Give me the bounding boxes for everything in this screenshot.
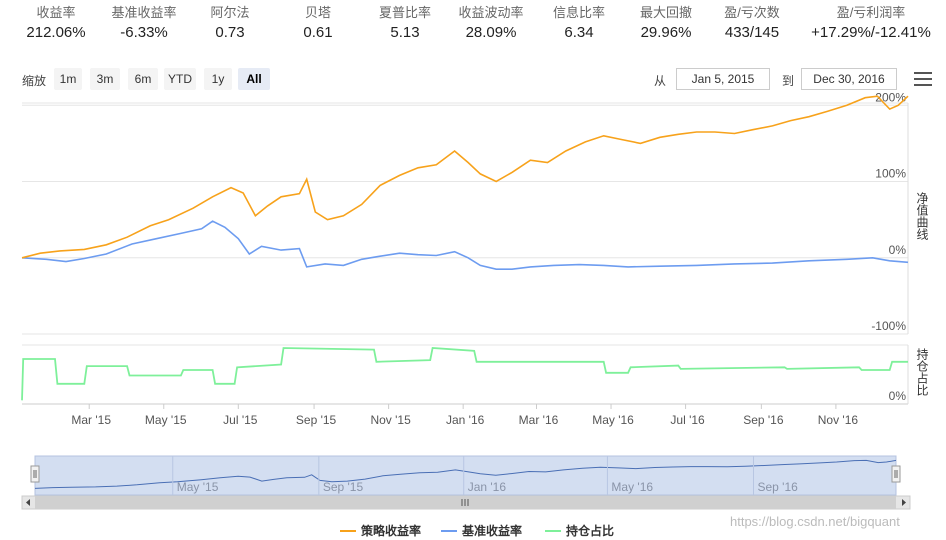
stats-bar: 收益率 212.06% 基准收益率 -6.33% 阿尔法 0.73 贝塔 0.61 夏普比率 5.… [0,0,946,48]
legend-item-benchmark[interactable]: 基准收益率 [441,522,522,539]
stat-5: 收益波动率 28.09% [431,4,551,43]
x-tick-label: May '15 [145,413,187,427]
stat-value: -6.33% [120,24,168,41]
zoom-label: 缩放 [22,74,47,88]
legend-item-position[interactable]: 持仓占比 [545,522,614,539]
stat-value: 212.06% [26,24,86,41]
x-tick-label: Jul '16 [670,413,705,427]
y-tick-label: 100% [875,167,906,181]
y-tick-label: 0% [889,243,907,257]
stat-value: 6.34 [564,24,594,41]
zoom-all-button[interactable]: All [238,68,270,90]
position-axis-title: 持仓占比 [915,347,929,397]
legend-swatch-benchmark [441,529,457,532]
stat-value: 29.96% [640,24,692,41]
scroll-right-arrow[interactable] [902,499,906,506]
navigator-tick-label: Jan '16 [468,480,507,494]
stat-value: 28.09% [465,24,517,41]
legend-swatch-strategy [340,529,356,532]
legend: 策略收益率 基准收益率 持仓占比 [0,522,946,540]
stat-label: 盈/亏利润率 [836,5,906,20]
stat-label: 阿尔法 [210,5,250,20]
x-tick-label: Nov '15 [370,413,411,427]
navigator-right-handle[interactable] [891,465,901,483]
stat-4: 夏普比率 5.13 [345,4,465,43]
stat-7: 最大回撤 29.96% [606,4,726,43]
y-tick-label: -100% [871,319,906,333]
stat-value: 0.61 [303,24,333,41]
stat-8: 盈/亏次数 433/145 [692,4,812,43]
stat-0: 收益率 212.06% [0,4,116,43]
stat-label: 最大回撤 [639,5,692,20]
stat-label: 收益率 [36,5,76,20]
stat-label: 盈/亏次数 [724,5,780,20]
stat-value: 5.13 [390,24,420,41]
y-tick-label: 200% [875,90,906,104]
stat-label: 夏普比率 [378,5,431,20]
zoom-3m-button[interactable]: 3m [90,68,120,90]
to-date-input[interactable]: Dec 30, 2016 [801,68,897,90]
navigator-left-handle[interactable] [30,465,40,483]
stat-2: 阿尔法 0.73 [170,4,290,43]
range-toolbar: 缩放 1m 3m 6m YTD 1y All 从 Jan 5, 2015 到 D… [0,66,946,92]
stat-value: +17.29%/-12.41% [811,24,931,41]
x-tick-label: Mar '16 [519,413,559,427]
legend-label-strategy: 策略收益率 [361,524,422,538]
x-tick-label: Nov '16 [818,413,859,427]
stat-value: 0.73 [215,24,245,41]
from-label: 从 [654,74,667,88]
navigator-tick-label: May '15 [177,480,219,494]
menu-icon[interactable] [914,72,932,86]
stat-9: 盈/亏利润率 +17.29%/-12.41% [811,4,931,43]
benchmark-series-line [21,220,909,270]
x-tick-label: Sep '16 [743,413,784,427]
position-series-line [21,347,908,401]
to-label: 到 [782,74,795,88]
zoom-1m-button[interactable]: 1m [54,68,82,90]
stat-3: 贝塔 0.61 [258,4,378,43]
x-tick-label: Mar '15 [71,413,111,427]
x-tick-label: May '16 [592,413,634,427]
legend-swatch-position [545,529,561,532]
scroll-left-arrow[interactable] [26,499,30,506]
stat-label: 贝塔 [304,5,331,20]
navigator-tick-label: Sep '15 [323,480,364,494]
navigator-tick-label: May '16 [611,480,653,494]
stat-label: 基准收益率 [111,5,177,20]
main-axis-title: 净值曲线 [915,192,929,240]
stat-label: 信息比率 [552,5,605,20]
zoom-1y-button[interactable]: 1y [204,68,232,90]
strategy-series-line [21,95,909,259]
x-tick-label: Jul '15 [223,413,258,427]
x-tick-label: Sep '15 [296,413,337,427]
watermark: https://blog.csdn.net/bigquant [730,514,900,529]
zoom-6m-button[interactable]: 6m [128,68,158,90]
legend-label-position: 持仓占比 [566,524,615,538]
stat-label: 收益波动率 [458,5,524,20]
zoom-ytd-button[interactable]: YTD [164,68,196,90]
from-date-input[interactable]: Jan 5, 2015 [676,68,770,90]
navigator-tick-label: Sep '16 [757,480,798,494]
legend-item-strategy[interactable]: 策略收益率 [340,522,421,539]
legend-label-benchmark: 基准收益率 [462,524,523,538]
stat-value: 433/145 [724,24,780,41]
x-tick-label: Jan '16 [446,413,485,427]
stat-1: 基准收益率 -6.33% [84,4,204,43]
navigator-series-line [34,459,897,489]
pos-tick-label: 0% [889,389,907,403]
stat-6: 信息比率 6.34 [519,4,639,43]
